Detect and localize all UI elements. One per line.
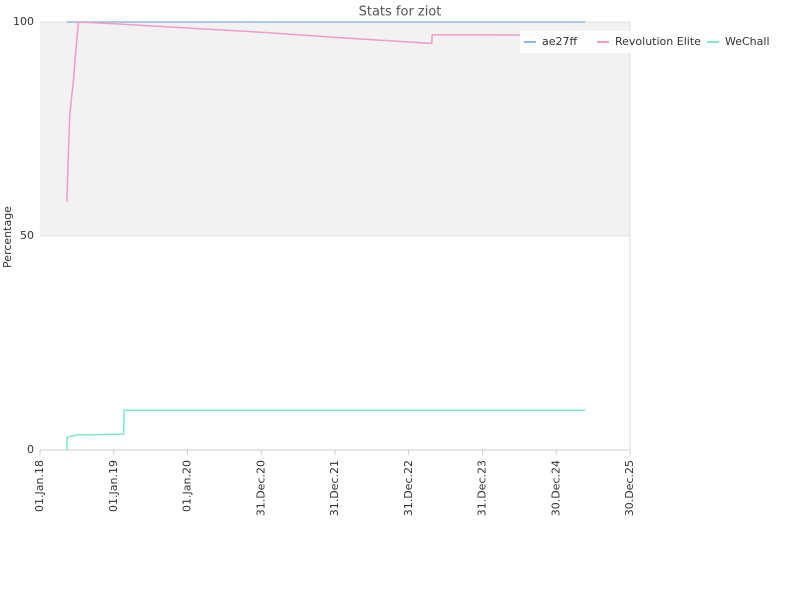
series-line <box>66 409 586 451</box>
x-tick-label: 31.Dec.23 <box>476 460 489 516</box>
x-tick-label: 01.Jan.18 <box>33 460 46 512</box>
y-tick-label: 100 <box>13 15 34 28</box>
plot-band <box>40 22 630 236</box>
series-line <box>66 21 586 202</box>
x-tick-label: 30.Dec.24 <box>549 460 562 516</box>
legend-box <box>520 31 790 53</box>
legend-label: Revolution Elite <box>615 35 701 48</box>
legend-label: WeChall <box>725 35 770 48</box>
chart-title: Stats for ziot <box>359 5 442 20</box>
x-tick-label: 01.Jan.20 <box>181 460 194 512</box>
x-tick-label: 30.Dec.25 <box>623 460 636 516</box>
y-tick-label: 50 <box>20 229 34 242</box>
x-tick-label: 31.Dec.21 <box>328 460 341 516</box>
x-tick-label: 01.Jan.19 <box>107 460 120 512</box>
x-tick-label: 31.Dec.22 <box>402 460 415 516</box>
y-axis-label: Percentage <box>1 206 14 268</box>
y-tick-label: 0 <box>27 443 34 456</box>
x-tick-label: 31.Dec.20 <box>254 460 267 516</box>
legend-label: ae27ff <box>542 35 578 48</box>
